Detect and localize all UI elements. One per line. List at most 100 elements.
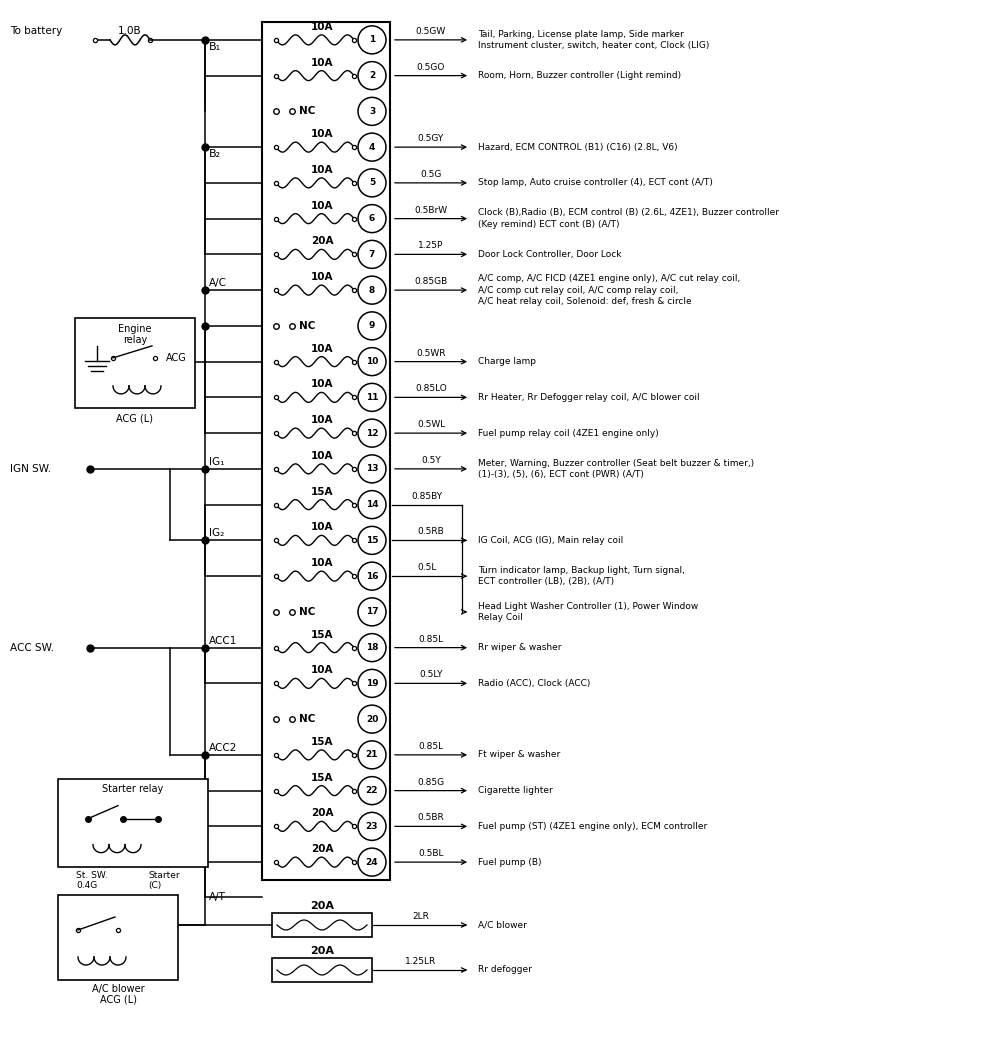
Text: 24: 24 [366, 857, 378, 867]
Circle shape [358, 347, 386, 376]
Text: 2: 2 [369, 72, 375, 80]
Circle shape [358, 168, 386, 197]
Bar [272, 958, 372, 982]
Circle shape [358, 741, 386, 769]
Text: IGN SW.: IGN SW. [10, 464, 51, 474]
Circle shape [358, 204, 386, 233]
Text: 10A: 10A [311, 22, 333, 32]
Text: 18: 18 [366, 643, 378, 652]
Text: Fuel pump relay coil (4ZE1 engine only): Fuel pump relay coil (4ZE1 engine only) [478, 429, 659, 438]
Text: 0.5BR: 0.5BR [418, 813, 444, 822]
Text: 2LR: 2LR [413, 912, 429, 921]
Text: 0.85LO: 0.85LO [415, 384, 447, 394]
Text: NC: NC [299, 714, 315, 724]
Text: Charge lamp: Charge lamp [478, 357, 536, 366]
Text: 1.25P: 1.25P [418, 241, 444, 251]
Text: ACG (L): ACG (L) [116, 414, 154, 424]
Text: 10A: 10A [311, 415, 333, 425]
Text: 0.85L: 0.85L [418, 635, 444, 643]
Text: 0.5GY: 0.5GY [418, 134, 444, 143]
Text: 15A: 15A [311, 630, 333, 639]
Text: 0.5RB: 0.5RB [418, 528, 444, 536]
Text: B₂: B₂ [209, 150, 221, 159]
Text: 0.5Y: 0.5Y [421, 456, 441, 464]
Text: Cigarette lighter: Cigarette lighter [478, 787, 553, 795]
Text: A/T: A/T [209, 892, 226, 902]
Text: 10A: 10A [311, 379, 333, 390]
Circle shape [358, 634, 386, 661]
Circle shape [358, 670, 386, 697]
Text: 0.5L: 0.5L [417, 563, 437, 572]
Text: 1.25LR: 1.25LR [405, 957, 437, 966]
Text: 0.5BL: 0.5BL [418, 849, 444, 858]
Text: A/C blower: A/C blower [92, 984, 144, 994]
Text: 20A: 20A [311, 845, 333, 854]
Circle shape [358, 240, 386, 269]
Circle shape [358, 526, 386, 554]
Text: 9: 9 [369, 321, 375, 331]
Text: Rr defogger: Rr defogger [478, 966, 532, 974]
Text: 10A: 10A [311, 165, 333, 175]
Text: 13: 13 [366, 464, 378, 474]
Text: To battery: To battery [10, 26, 62, 36]
Text: (C): (C) [148, 880, 161, 890]
Text: Tail, Parking, License plate lamp, Side marker
Instrument cluster, switch, heate: Tail, Parking, License plate lamp, Side … [478, 29, 709, 51]
Text: 1.0B: 1.0B [118, 26, 142, 36]
Text: Room, Horn, Buzzer controller (Light remind): Room, Horn, Buzzer controller (Light rem… [478, 72, 681, 80]
Text: St. SW.: St. SW. [76, 871, 108, 879]
Text: A/C blower: A/C blower [478, 920, 527, 930]
Text: ACG: ACG [166, 353, 187, 363]
Text: 20A: 20A [311, 236, 333, 246]
Text: 17: 17 [366, 608, 378, 616]
Text: 0.85G: 0.85G [417, 777, 445, 787]
Bar [262, 22, 390, 880]
Text: 6: 6 [369, 214, 375, 223]
Text: 0.5WR: 0.5WR [416, 349, 446, 358]
Circle shape [358, 706, 386, 733]
Text: Ft wiper & washer: Ft wiper & washer [478, 751, 560, 759]
Text: 10A: 10A [311, 201, 333, 211]
Bar [58, 778, 208, 867]
Text: Door Lock Controller, Door Lock: Door Lock Controller, Door Lock [478, 250, 622, 259]
Text: Turn indicator lamp, Backup light, Turn signal,
ECT controller (LB), (2B), (A/T): Turn indicator lamp, Backup light, Turn … [478, 565, 685, 587]
Text: 22: 22 [366, 787, 378, 795]
Text: 10A: 10A [311, 451, 333, 461]
Circle shape [358, 383, 386, 412]
Circle shape [358, 598, 386, 625]
Text: A/C: A/C [209, 278, 227, 289]
Bar [75, 318, 195, 408]
Text: 0.5G: 0.5G [420, 170, 442, 179]
Circle shape [358, 62, 386, 90]
Text: 15A: 15A [311, 773, 333, 782]
Text: Head Light Washer Controller (1), Power Window
Relay Coil: Head Light Washer Controller (1), Power … [478, 601, 698, 622]
Text: 19: 19 [366, 679, 378, 688]
Circle shape [358, 848, 386, 876]
Text: 0.85L: 0.85L [418, 742, 444, 751]
Text: 14: 14 [366, 500, 378, 509]
Circle shape [358, 455, 386, 483]
Circle shape [358, 26, 386, 54]
Text: 10: 10 [366, 357, 378, 366]
Circle shape [358, 312, 386, 340]
Text: 12: 12 [366, 429, 378, 438]
Text: Rr Heater, Rr Defogger relay coil, A/C blower coil: Rr Heater, Rr Defogger relay coil, A/C b… [478, 393, 700, 402]
Text: 0.5GO: 0.5GO [417, 62, 445, 72]
Bar [58, 895, 178, 980]
Text: Fuel pump (ST) (4ZE1 engine only), ECM controller: Fuel pump (ST) (4ZE1 engine only), ECM c… [478, 822, 707, 831]
Circle shape [358, 562, 386, 590]
Text: 10A: 10A [311, 58, 333, 67]
Text: 15: 15 [366, 536, 378, 544]
Text: 20A: 20A [310, 901, 334, 911]
Text: 10A: 10A [311, 558, 333, 569]
Text: A/C comp, A/C FICD (4ZE1 engine only), A/C cut relay coil,
A/C comp cut relay co: A/C comp, A/C FICD (4ZE1 engine only), A… [478, 274, 740, 306]
Circle shape [358, 419, 386, 448]
Text: Starter: Starter [148, 871, 180, 879]
Text: 0.85GB: 0.85GB [414, 277, 448, 286]
Text: 0.4G: 0.4G [76, 880, 97, 890]
Text: ACC1: ACC1 [209, 636, 237, 645]
Text: 0.5LY: 0.5LY [419, 671, 443, 679]
Text: 0.5GW: 0.5GW [416, 27, 446, 36]
Circle shape [358, 777, 386, 804]
Text: 10A: 10A [311, 343, 333, 354]
Text: 10A: 10A [311, 130, 333, 139]
